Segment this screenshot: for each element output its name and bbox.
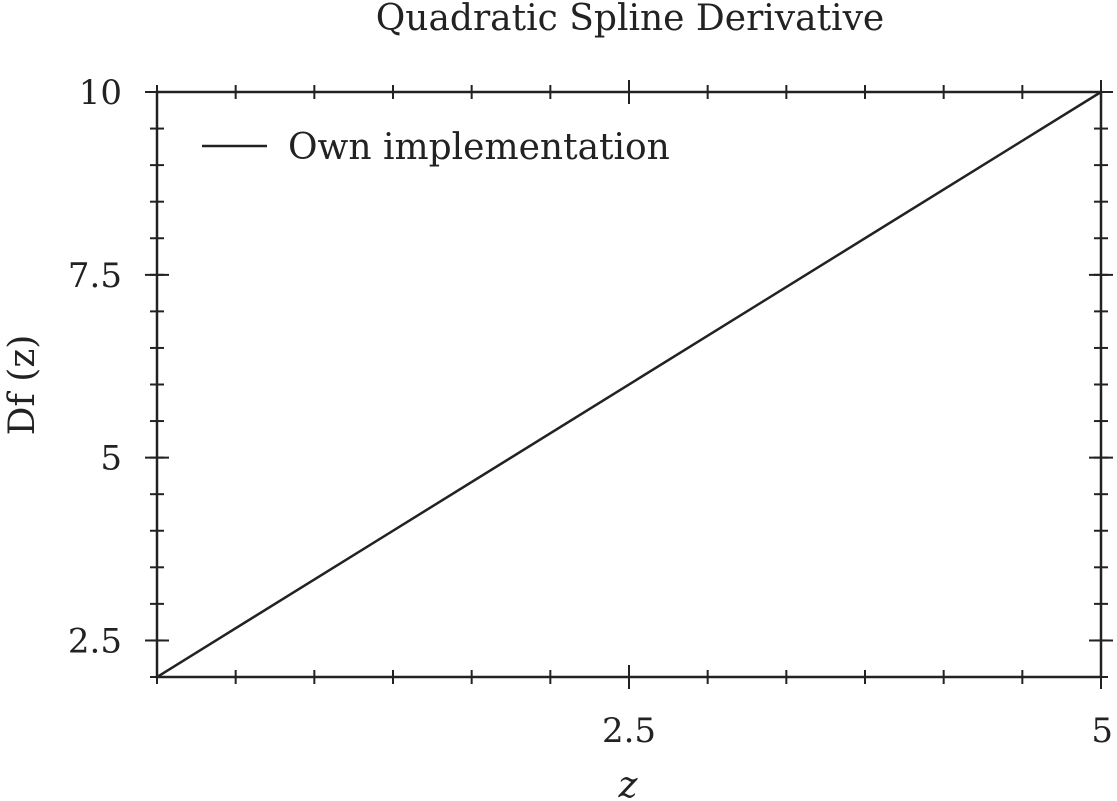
y-tick-label: 2.5 <box>68 621 122 661</box>
y-tick-label: 7.5 <box>68 256 122 296</box>
plot-frame <box>155 90 1103 679</box>
series-layer <box>156 90 1102 679</box>
legend-label: Own implementation <box>288 127 670 168</box>
chart-title: Quadratic Spline Derivative <box>376 0 884 39</box>
x-tick-label: 2.5 <box>602 711 656 751</box>
y-tick-label: 10 <box>79 73 122 113</box>
series-line <box>156 90 1102 679</box>
legend: Own implementation <box>202 127 670 168</box>
y-axis-label: Df (z) <box>2 335 43 436</box>
y-tick-label: 5 <box>100 439 122 479</box>
x-tick-label: 5 <box>1091 711 1113 751</box>
tick-labels: 2.5 5 2.5 5 7.5 10 <box>68 73 1113 751</box>
x-axis-label: z <box>618 765 639 801</box>
